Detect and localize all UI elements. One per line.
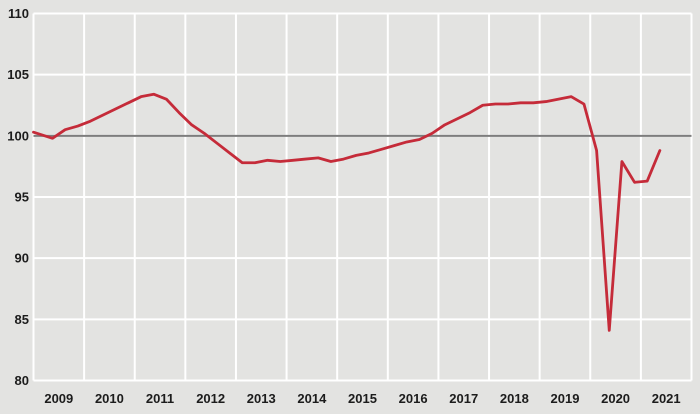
x-axis-tick-label: 2015 <box>348 391 377 406</box>
y-axis-tick-label: 105 <box>7 67 29 82</box>
y-axis-tick-label: 95 <box>15 190 29 205</box>
x-axis-tick-label: 2010 <box>95 391 124 406</box>
y-axis-tick-label: 100 <box>7 128 29 143</box>
x-axis-tick-label: 2009 <box>44 391 73 406</box>
x-axis-tick-label: 2017 <box>449 391 478 406</box>
x-axis-tick-label: 2012 <box>196 391 225 406</box>
x-axis-tick-label: 2021 <box>652 391 681 406</box>
x-axis-tick-label: 2018 <box>500 391 529 406</box>
x-axis-tick-label: 2020 <box>601 391 630 406</box>
x-axis-tick-label: 2013 <box>247 391 276 406</box>
x-axis-tick-label: 2016 <box>399 391 428 406</box>
y-axis-tick-label: 90 <box>15 251 29 266</box>
y-axis-tick-label: 85 <box>15 312 29 327</box>
x-axis-tick-label: 2011 <box>146 391 174 406</box>
data-line-series <box>32 92 662 332</box>
x-axis-tick-label: 2019 <box>551 391 580 406</box>
y-axis-tick-label: 80 <box>15 373 29 388</box>
x-axis-tick-label: 2014 <box>297 391 327 406</box>
y-axis-tick-label: 110 <box>8 6 29 21</box>
